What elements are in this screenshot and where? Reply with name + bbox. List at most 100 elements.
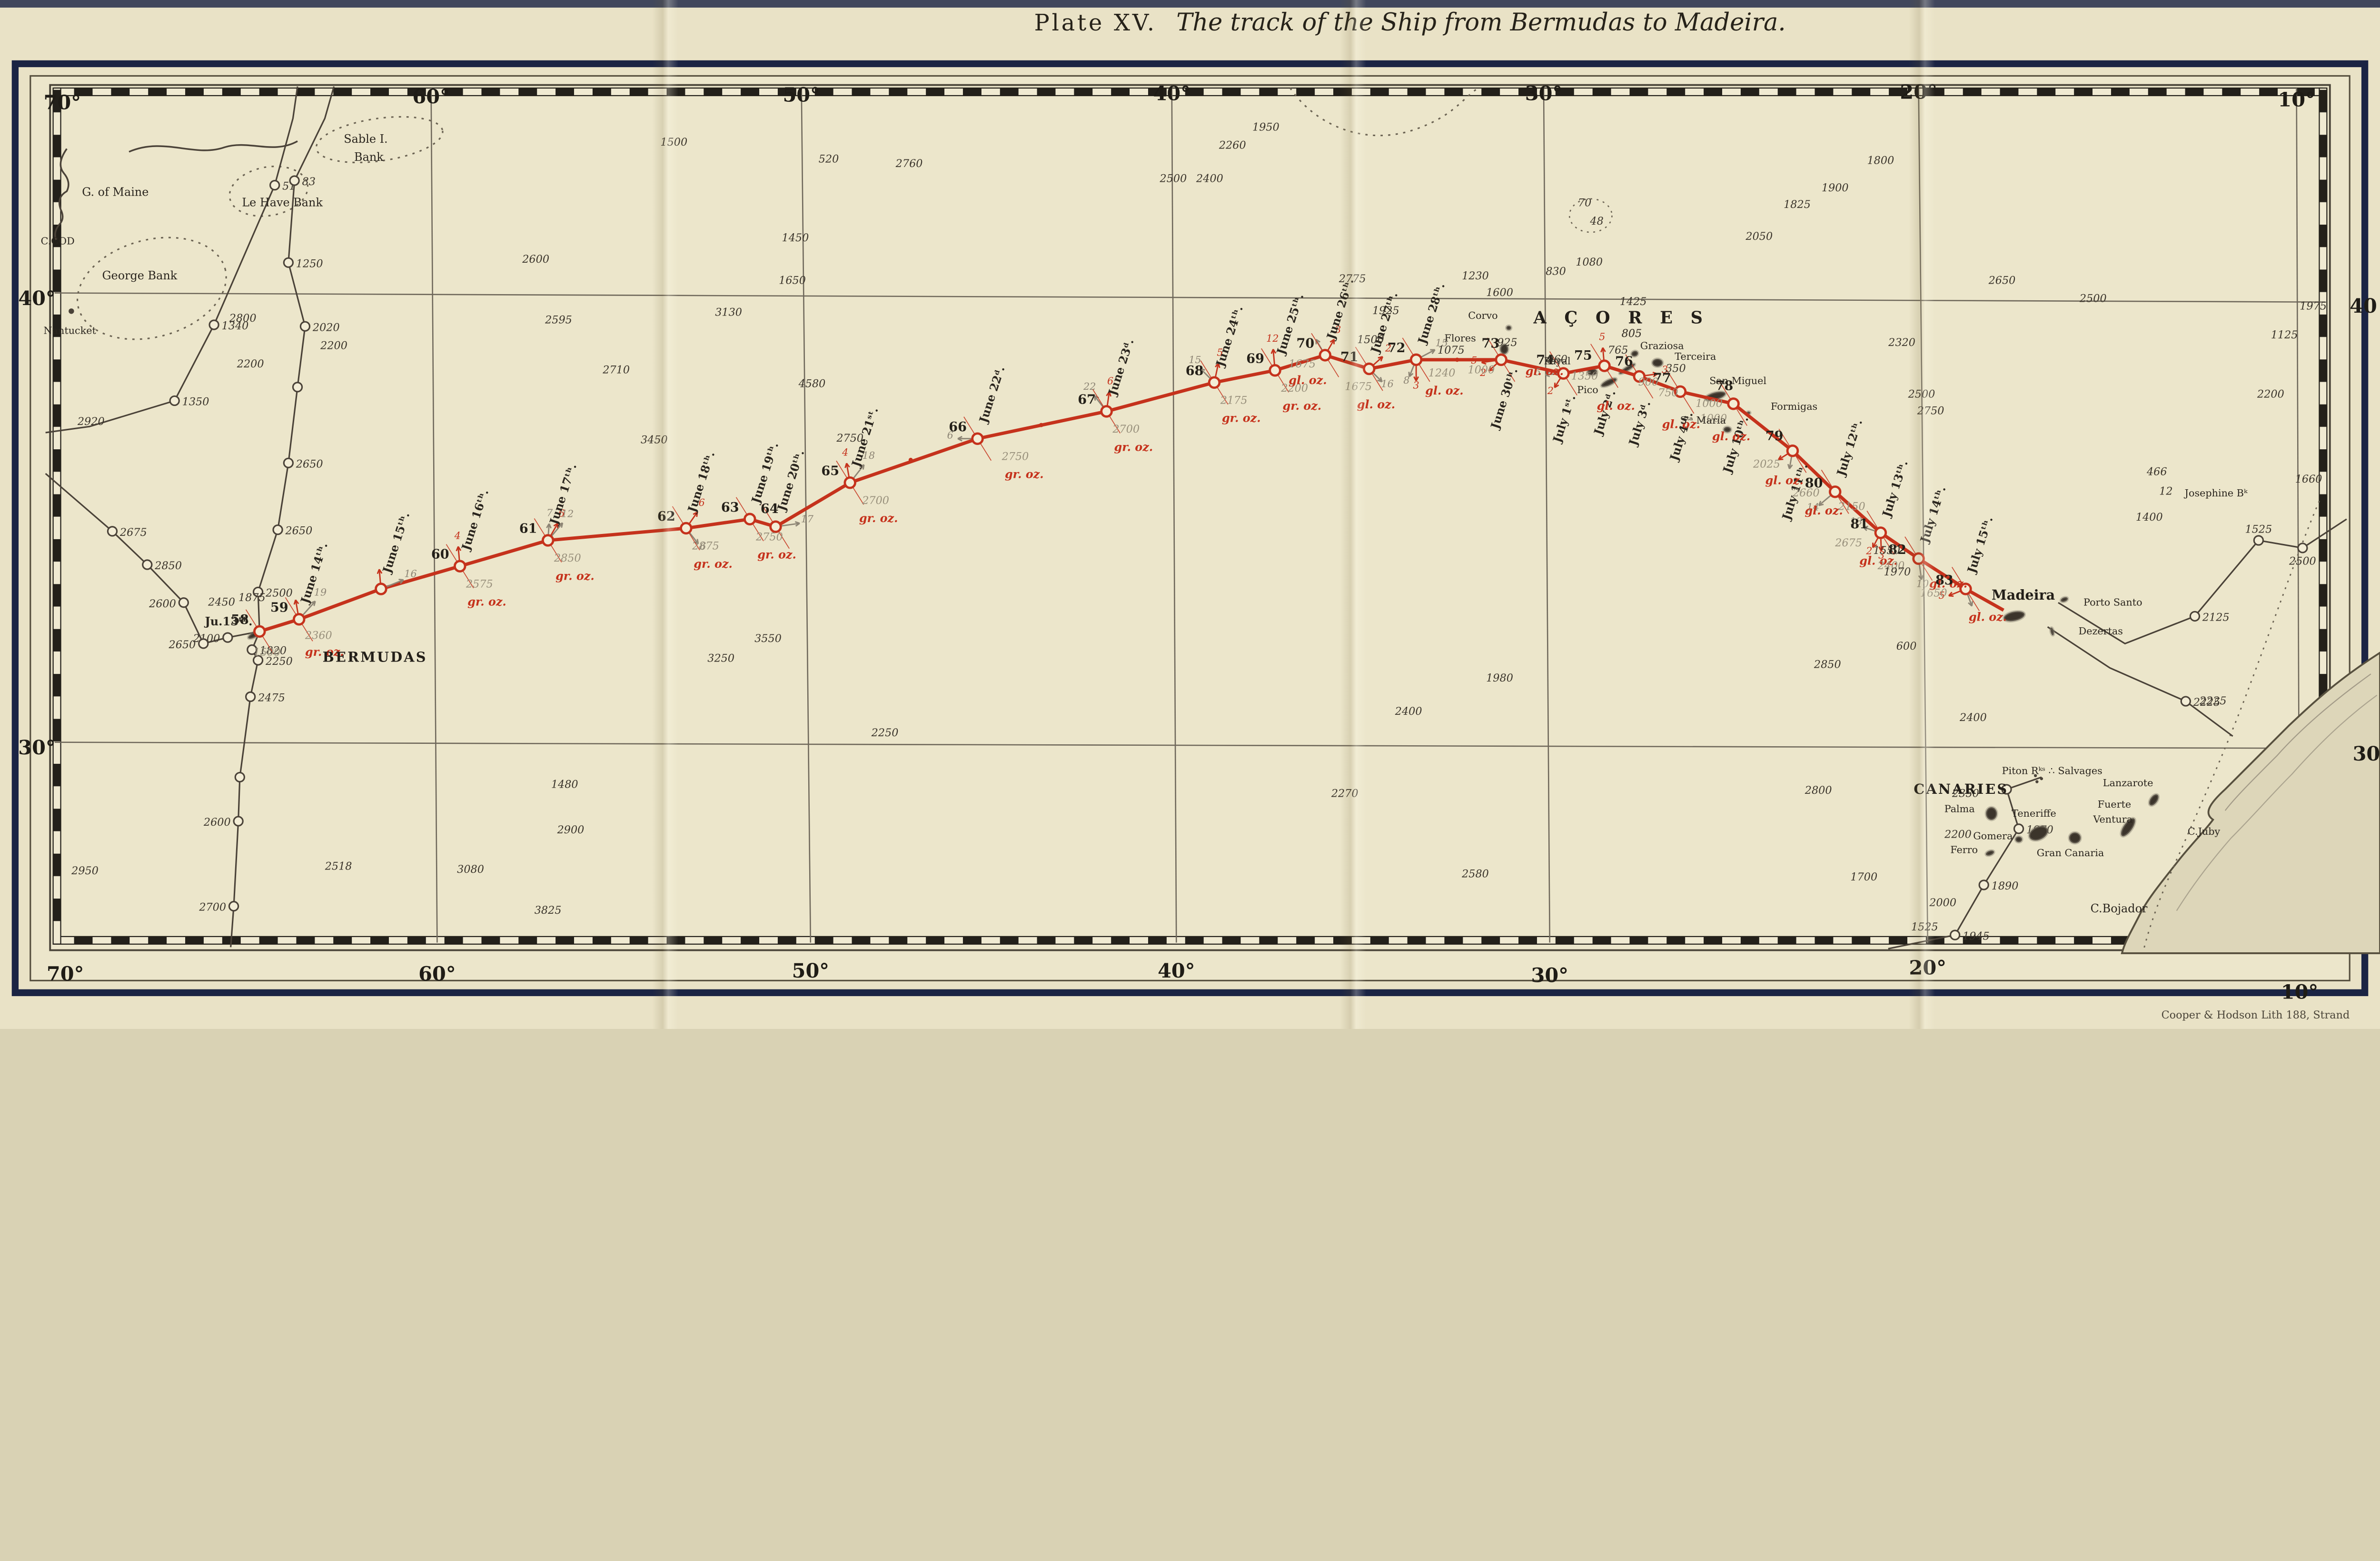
place-label-canaries: CANARIES xyxy=(1914,781,2008,797)
station-circle xyxy=(1633,370,1646,383)
current-arrow-head xyxy=(1408,372,1414,377)
station-sounding: 2750 xyxy=(1002,450,1029,463)
current-arrow-head xyxy=(859,464,865,470)
current-rate-label: 18 xyxy=(863,450,875,461)
place-label-josephine-b-: Josephine Bᵏ xyxy=(2184,487,2248,499)
plate-number: Plate XV. xyxy=(1034,10,1157,36)
current-arrow-head xyxy=(1481,359,1487,365)
station-number: 77 xyxy=(1653,371,1671,386)
station-number: 58 xyxy=(231,613,249,627)
current-arrow-head xyxy=(693,511,698,517)
place-label-fayal: Fayal xyxy=(1544,355,1571,366)
salvages-islet xyxy=(2033,774,2037,777)
mid-atlantic-bank-outline xyxy=(1568,198,1613,233)
current-arrow-head xyxy=(1378,356,1384,362)
old-sounding-point xyxy=(272,524,283,535)
island-fuerteventura xyxy=(2120,817,2136,838)
current-rate-label: 3 xyxy=(1878,550,1884,561)
sounding-label: 2920 xyxy=(77,415,105,428)
old-sounding-label: 2700 xyxy=(198,901,226,914)
old-sounding-label: 1525 xyxy=(2245,523,2272,535)
place-label-san-miguel: San Miguel xyxy=(1709,375,1766,386)
island-graziosa xyxy=(1630,349,1639,358)
station-sounding: 2025 xyxy=(1753,458,1780,470)
island-corvo xyxy=(1505,324,1513,331)
sounding-label: 3450 xyxy=(641,434,668,446)
current-rate-label: 15 xyxy=(1435,337,1448,348)
sounding-label: 1700 xyxy=(1850,871,1877,883)
old-sounding-point xyxy=(228,900,239,912)
current-rate-label: 6 xyxy=(699,497,705,508)
sounding-label: 2775 xyxy=(1339,273,1366,285)
previous-tracks: 5113401350831250202026502650250018202250… xyxy=(45,86,2347,949)
current-rate-label: 13 xyxy=(1850,516,1862,527)
current-rate-label: 3 xyxy=(1662,364,1668,375)
sounding-label: 1480 xyxy=(551,778,578,790)
station-sounding: 1650 xyxy=(1920,587,1947,599)
sounding-label: 2260 xyxy=(1219,139,1246,152)
station-circle xyxy=(453,560,466,573)
current-rate-label: 6 xyxy=(558,508,565,519)
sounding-label: 1500 xyxy=(1357,334,1384,346)
sounding-label: 1080 xyxy=(1576,256,1603,268)
place-label-piton-r-salvages: Piton Rᵏˢ ∴ Salvages xyxy=(2002,765,2102,777)
old-sounding-label: 1350 xyxy=(182,396,209,408)
station-circle xyxy=(1727,397,1740,410)
sounding-label: 12 xyxy=(2159,485,2172,498)
place-label-george-bank: George Bank xyxy=(102,269,177,282)
sounding-label: 2500 xyxy=(2079,293,2107,305)
deposit-label: gl. oz. xyxy=(1425,384,1463,397)
station-number: 62 xyxy=(657,509,675,524)
sounding-label: 1980 xyxy=(1486,672,1513,684)
map-frame-mid xyxy=(30,75,2350,981)
lat-label-left: 30° xyxy=(18,736,55,759)
island-lanzarote xyxy=(2148,793,2160,807)
current-arrow-head xyxy=(1106,391,1112,397)
sounding-gray-label: 750 xyxy=(1658,386,1678,399)
deposit-label: gl. oz. xyxy=(1805,504,1843,517)
place-label-madeira: Madeira xyxy=(1992,587,2055,603)
station-circle xyxy=(1874,526,1887,539)
sounding-label: 2320 xyxy=(1888,336,1915,349)
old-sounding-label: 2650 xyxy=(169,639,196,651)
map-frame-outer xyxy=(11,60,2369,997)
station-date: Ju.13ᵗʰ. xyxy=(204,615,252,628)
old-sounding-point xyxy=(233,816,244,827)
lon-label-bottom: 10° xyxy=(2281,980,2318,1004)
island-ferro xyxy=(1984,849,1995,857)
current-arrow-head xyxy=(1600,347,1606,353)
old-sounding-label: 1820 xyxy=(259,645,287,657)
old-sounding-point xyxy=(234,771,245,783)
station-circle xyxy=(1409,353,1423,366)
current-rate-label: 2 xyxy=(1479,367,1486,378)
old-sounding-label: 1890 xyxy=(1992,880,2019,892)
current-arrow-head xyxy=(844,463,850,468)
africa-coast-hachure xyxy=(2224,673,2371,811)
sounding-label: 466 xyxy=(2146,465,2167,478)
lat-label-right: 30 xyxy=(2353,742,2380,765)
sounding-label: 2600 xyxy=(522,253,549,266)
place-label-bank: Bank xyxy=(354,150,384,164)
deposit-label: gl. oz. xyxy=(1859,554,1897,567)
current-rate-label: 7 xyxy=(546,507,553,519)
sounding-label: 1550 xyxy=(1873,544,1900,557)
current-arrow-head xyxy=(1215,363,1220,368)
current-arrow-head xyxy=(553,523,559,528)
current-arrow-head xyxy=(794,521,800,527)
sounding-label: 1970 xyxy=(1884,566,1911,578)
current-arrow-head xyxy=(1918,574,1924,580)
island-gomera xyxy=(2014,835,2023,844)
place-label-terceira: Terceira xyxy=(1675,351,1716,362)
deposit-label: gr. oz. xyxy=(757,548,796,562)
old-sounding-point xyxy=(252,655,264,666)
old-sounding-point xyxy=(142,559,153,570)
station-number: 72 xyxy=(1388,341,1406,356)
old-sounding-label: 2850 xyxy=(154,560,182,572)
station-number: 71 xyxy=(1340,350,1359,365)
tick-bar-left xyxy=(52,87,61,945)
sounding-label: 2650 xyxy=(1988,274,2016,287)
current-rate-label: 8 xyxy=(1403,375,1409,386)
lon-label-bottom: 30° xyxy=(1531,964,1568,987)
current-arrow-head xyxy=(957,435,962,442)
station-circle xyxy=(769,520,782,533)
